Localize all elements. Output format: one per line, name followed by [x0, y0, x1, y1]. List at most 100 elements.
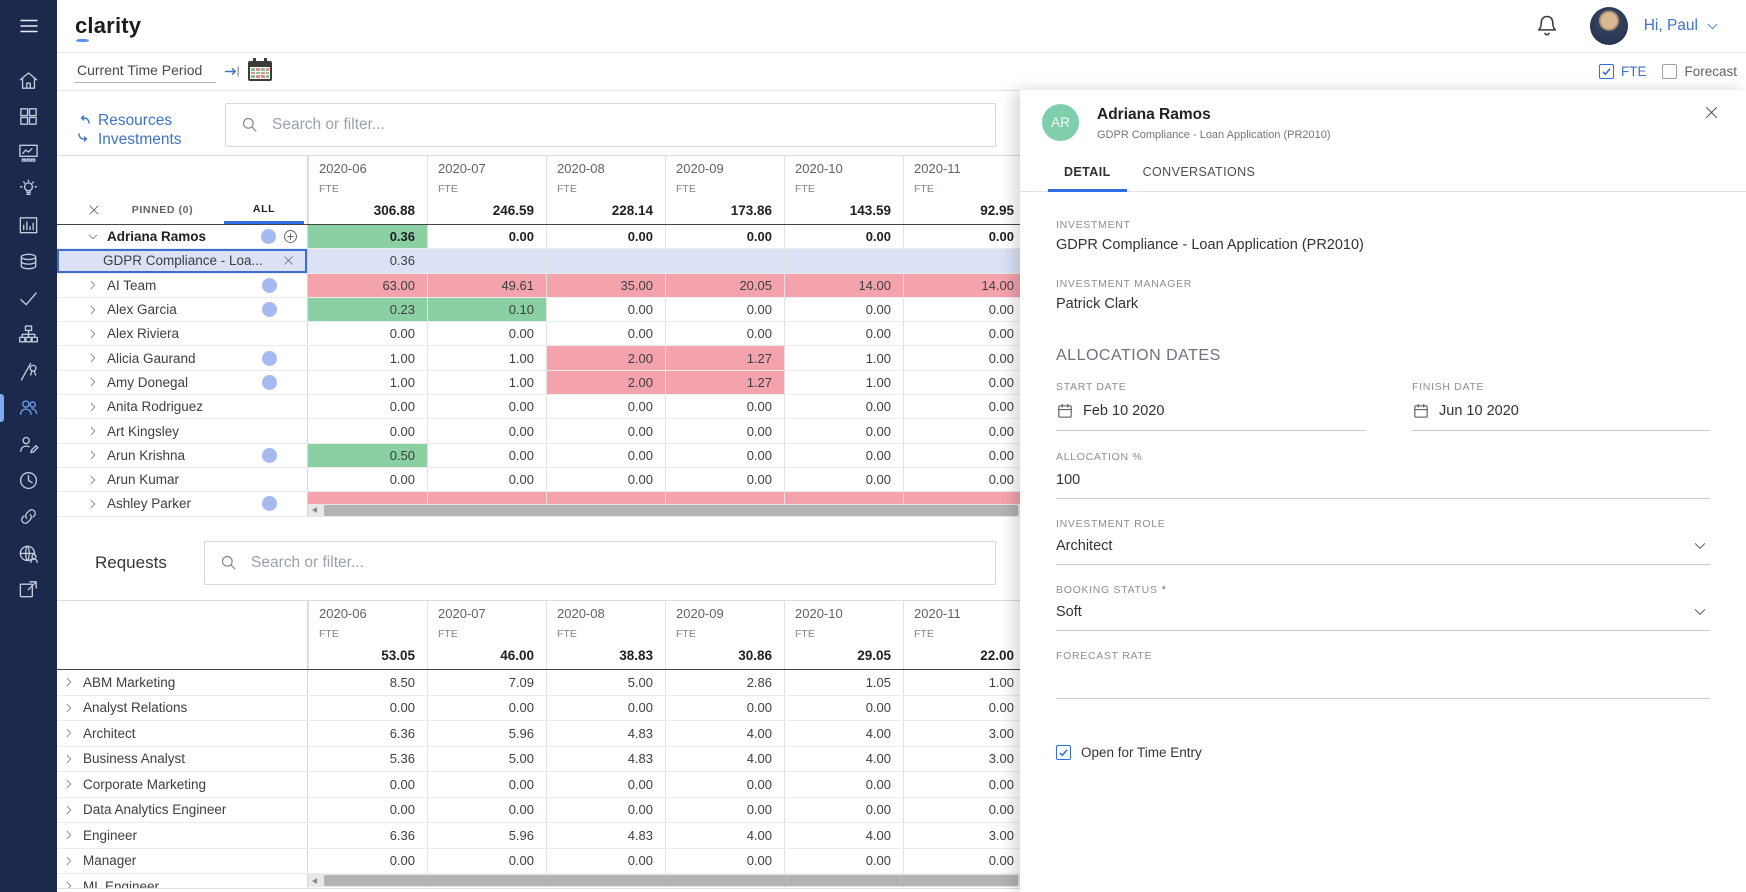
jump-to-period-icon[interactable] — [224, 64, 240, 79]
fte-cell[interactable]: 0.00 — [903, 322, 1020, 345]
row-name-cell[interactable]: Ashley Parker — [57, 492, 308, 515]
chevron-right-icon[interactable] — [63, 727, 75, 739]
fte-cell[interactable]: 0.00 — [903, 419, 1020, 442]
fte-cell[interactable]: 0.10 — [427, 298, 546, 321]
chevron-down-icon[interactable] — [87, 231, 99, 243]
row-name-cell[interactable]: Amy Donegal — [57, 371, 308, 394]
resource-row[interactable]: Amy Donegal1.001.002.001.271.000.00 — [57, 371, 1020, 395]
sidebar-item-hierarchy[interactable] — [0, 317, 57, 353]
fte-cell[interactable]: 0.00 — [546, 298, 665, 321]
fte-cell[interactable]: 0.00 — [427, 696, 546, 721]
fte-cell[interactable]: 5.96 — [427, 823, 546, 848]
row-name-cell[interactable]: Alex Riviera — [57, 322, 308, 345]
sidebar-item-resource-edit[interactable] — [0, 426, 57, 462]
forecast-rate-input[interactable] — [1056, 662, 1710, 699]
fte-cell[interactable]: 0.00 — [546, 444, 665, 467]
row-name-cell[interactable]: Analyst Relations — [57, 696, 308, 721]
fte-cell[interactable]: 3.00 — [903, 747, 1020, 772]
forecast-checkbox[interactable]: Forecast — [1662, 64, 1737, 79]
fte-cell[interactable]: 0.00 — [308, 322, 427, 345]
fte-cell[interactable]: 0.23 — [308, 298, 427, 321]
row-name-cell[interactable]: Business Analyst — [57, 747, 308, 772]
fte-cell[interactable]: 0.00 — [903, 468, 1020, 491]
chevron-right-icon[interactable] — [63, 676, 75, 688]
allocation-pct-input[interactable]: 100 — [1056, 463, 1710, 499]
chevron-right-icon[interactable] — [87, 498, 99, 510]
fte-cell[interactable]: 0.00 — [665, 798, 784, 823]
fte-cell[interactable]: 0.00 — [308, 419, 427, 442]
sidebar-item-reports[interactable] — [0, 208, 57, 244]
fte-cell[interactable]: 0.00 — [308, 395, 427, 418]
fte-cell[interactable] — [665, 249, 784, 272]
resource-row[interactable]: AI Team63.0049.6135.0020.0514.0014.00 — [57, 274, 1020, 298]
resource-row[interactable]: Alex Garcia0.230.100.000.000.000.00 — [57, 298, 1020, 322]
fte-cell[interactable]: 5.00 — [546, 670, 665, 695]
scroll-left-arrow[interactable] — [312, 507, 317, 513]
row-name-cell[interactable]: Architect — [57, 721, 308, 746]
fte-cell[interactable] — [784, 249, 903, 272]
fte-cell[interactable]: 0.36 — [308, 249, 427, 272]
fte-cell[interactable]: 0.00 — [427, 444, 546, 467]
assignment-dot[interactable] — [262, 351, 277, 366]
fte-cell[interactable]: 63.00 — [308, 274, 427, 297]
scroll-left-arrow[interactable] — [312, 878, 317, 884]
fte-cell[interactable]: 0.00 — [903, 298, 1020, 321]
fte-cell[interactable]: 0.00 — [784, 419, 903, 442]
request-row[interactable]: Engineer6.365.964.834.004.003.00 — [57, 823, 1020, 849]
pinned-tab[interactable]: PINNED (0) — [101, 204, 224, 216]
fte-cell[interactable]: 0.00 — [665, 468, 784, 491]
assignment-dot[interactable] — [262, 278, 277, 293]
tab-detail[interactable]: DETAIL — [1048, 165, 1127, 191]
booking-status-select[interactable]: Soft — [1056, 596, 1710, 631]
chevron-right-icon[interactable] — [87, 352, 99, 364]
fte-cell[interactable]: 1.27 — [665, 371, 784, 394]
fte-cell[interactable]: 0.00 — [784, 298, 903, 321]
time-period-select[interactable]: Current Time Period — [75, 60, 216, 83]
fte-cell[interactable]: 0.00 — [546, 849, 665, 874]
fte-cell[interactable]: 0.00 — [784, 849, 903, 874]
request-row[interactable]: Business Analyst5.365.004.834.004.003.00 — [57, 747, 1020, 773]
fte-cell[interactable]: 0.50 — [308, 444, 427, 467]
fte-cell[interactable]: 1.00 — [427, 371, 546, 394]
sidebar-item-links[interactable] — [0, 499, 57, 535]
fte-cell[interactable]: 4.00 — [665, 747, 784, 772]
fte-cell[interactable]: 0.00 — [546, 696, 665, 721]
fte-cell[interactable]: 0.00 — [665, 298, 784, 321]
fte-cell[interactable]: 49.61 — [427, 274, 546, 297]
fte-cell[interactable] — [546, 249, 665, 272]
assignment-dot[interactable] — [261, 229, 276, 244]
row-name-cell[interactable]: Adriana Ramos — [57, 225, 308, 248]
fte-cell[interactable]: 0.00 — [903, 849, 1020, 874]
request-row[interactable]: Architect6.365.964.834.004.003.00 — [57, 721, 1020, 747]
fte-cell[interactable]: 0.00 — [784, 468, 903, 491]
requests-search-input[interactable]: Search or filter... — [204, 541, 996, 585]
fte-cell[interactable]: 0.00 — [546, 772, 665, 797]
chevron-right-icon[interactable] — [63, 829, 75, 841]
assignment-dot[interactable] — [262, 302, 277, 317]
investment-row[interactable]: GDPR Compliance - Loa...0.36 — [57, 249, 1020, 273]
notifications-button[interactable] — [1534, 13, 1560, 39]
sidebar-item-time[interactable] — [0, 462, 57, 498]
fte-cell[interactable]: 0.00 — [903, 772, 1020, 797]
chevron-right-icon[interactable] — [87, 328, 99, 340]
fte-cell[interactable]: 3.00 — [903, 823, 1020, 848]
close-panel-button[interactable] — [1703, 104, 1720, 121]
horizontal-scrollbar[interactable] — [308, 504, 1020, 517]
resource-row[interactable]: Anita Rodriguez0.000.000.000.000.000.00 — [57, 395, 1020, 419]
request-row[interactable]: Corporate Marketing0.000.000.000.000.000… — [57, 772, 1020, 798]
chevron-right-icon[interactable] — [63, 855, 75, 867]
user-menu[interactable]: Hi, Paul — [1644, 17, 1720, 35]
all-tab[interactable]: ALL — [224, 203, 304, 224]
fte-cell[interactable]: 0.00 — [427, 849, 546, 874]
fte-cell[interactable]: 0.00 — [427, 322, 546, 345]
assignment-dot[interactable] — [262, 375, 277, 390]
fte-cell[interactable]: 0.00 — [903, 696, 1020, 721]
resource-row[interactable]: Adriana Ramos0.360.000.000.000.000.00 — [57, 225, 1020, 249]
request-row[interactable]: ABM Marketing8.507.095.002.861.051.00 — [57, 670, 1020, 696]
fte-cell[interactable]: 0.00 — [903, 444, 1020, 467]
fte-cell[interactable]: 4.00 — [665, 823, 784, 848]
chevron-right-icon[interactable] — [63, 804, 75, 816]
fte-cell[interactable]: 0.00 — [546, 225, 665, 248]
sidebar-item-tiles[interactable] — [0, 98, 57, 134]
fte-cell[interactable]: 1.00 — [784, 371, 903, 394]
